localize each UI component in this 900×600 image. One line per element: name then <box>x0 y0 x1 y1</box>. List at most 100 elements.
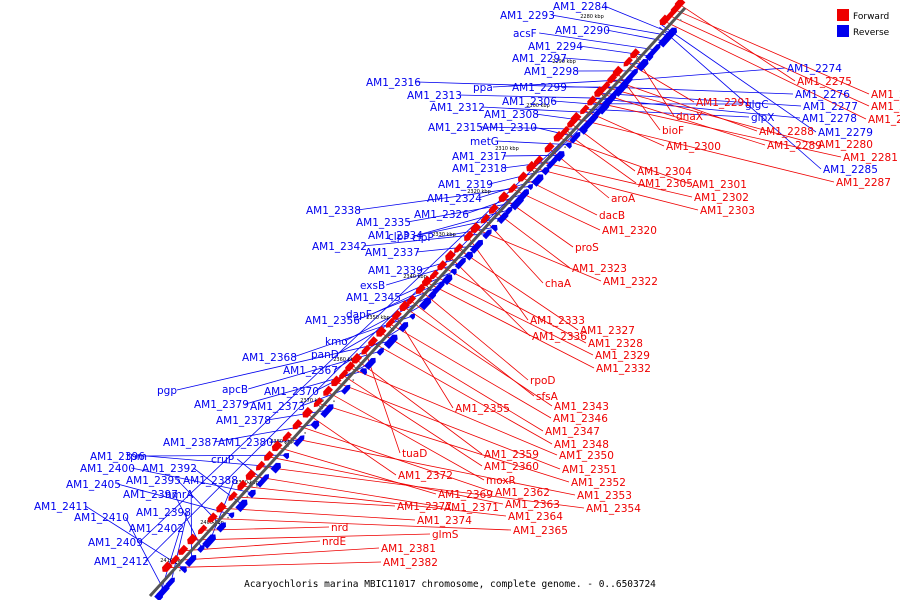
gene-feature-forward <box>399 300 410 311</box>
gene-label-forward: AM1_2305 <box>638 178 693 190</box>
gene-label-reverse-connector <box>176 340 392 391</box>
gene-label-forward: AM1_2332 <box>596 363 651 375</box>
gene-label-forward: AM1_2382 <box>383 557 438 569</box>
gene-label-forward: AM1_2381 <box>381 543 436 555</box>
gene-label-reverse-connector <box>117 483 233 515</box>
gene-feature-forward <box>659 14 671 26</box>
gene-feature-forward <box>392 309 402 320</box>
gene-feature-forward <box>282 431 292 442</box>
gene-feature-reverse <box>663 32 672 41</box>
gene-feature-reverse <box>541 167 550 176</box>
gene-label-reverse: AM1_2396 <box>90 451 145 463</box>
gene-feature-reverse <box>569 131 581 144</box>
gene-label-forward-connector <box>403 306 553 407</box>
gene-label-forward-connector <box>433 275 594 356</box>
gene-feature-forward <box>207 512 218 523</box>
gene-feature-forward <box>464 230 474 241</box>
gene-label-forward-connector <box>537 160 693 198</box>
gene-label-forward: aroA <box>611 193 636 205</box>
gene-label-reverse: AM1_2339 <box>368 265 423 277</box>
gene-label-forward: AM1_2365 <box>513 525 568 537</box>
gene-label-reverse-connector <box>407 201 518 223</box>
gene-label-reverse-connector <box>551 14 669 36</box>
gene-label-reverse: AM1_2306 <box>502 96 557 108</box>
gene-label-forward-connector <box>286 436 576 496</box>
gene-labels: AM1_2284AM1_2293AM1_2290acsFAM1_2294AM1_… <box>34 1 900 569</box>
gene-label-forward: moxR <box>486 475 516 487</box>
gene-label-forward-connector <box>259 466 585 509</box>
gene-feature-reverse <box>310 420 320 430</box>
gene-label-forward: AM1_2329 <box>595 350 650 362</box>
gene-label-forward-connector <box>241 485 507 517</box>
gene-label-forward-connector <box>457 248 579 331</box>
gene-feature-forward <box>488 203 499 214</box>
axis-dot <box>179 569 181 572</box>
gene-feature-forward <box>480 213 491 224</box>
gene-feature-reverse <box>432 281 445 295</box>
gene-label-reverse: AM1_2310 <box>482 122 537 134</box>
gene-label-forward-connector <box>211 518 512 531</box>
gene-label-forward: AM1_2275 <box>797 76 852 88</box>
axis-tick-label: 2310 kbp <box>495 146 519 152</box>
gene-label-forward: AM1_2377 <box>397 501 452 513</box>
gene-label-forward-connector <box>174 547 380 561</box>
gene-label-forward: AM1_2354 <box>586 503 641 515</box>
gene-label-forward: AM1_2352 <box>571 477 626 489</box>
axis-tick-label: 2330 kbp <box>432 232 456 238</box>
gene-label-reverse-connector <box>478 179 539 199</box>
gene-label-reverse: AM1_2315 <box>428 122 483 134</box>
gene-feature-reverse <box>531 174 544 187</box>
gene-feature-forward <box>623 56 633 67</box>
gene-label-forward-connector <box>276 446 437 495</box>
axis-tick-label: 2370 kbp <box>300 398 324 404</box>
gene-feature-reverse <box>636 59 649 72</box>
gene-label-reverse-connector <box>141 454 287 457</box>
gene-label-reverse: ppa <box>473 82 493 94</box>
gene-label-reverse-connector <box>131 467 253 494</box>
gene-label-forward: AM1_2281 <box>843 152 898 164</box>
gene-label-reverse-connector <box>579 45 651 57</box>
gene-label-reverse: AM1_2405 <box>66 479 121 491</box>
gene-label-reverse-connector <box>85 505 185 570</box>
gene-feature-forward <box>594 86 605 97</box>
gene-label-forward-connector <box>611 79 758 132</box>
gene-feature-forward <box>666 10 676 20</box>
gene-label-forward: AM1_2333 <box>530 315 585 327</box>
gene-label-forward: AM1_2289 <box>767 140 822 152</box>
gene-feature-reverse <box>527 184 533 191</box>
gene-feature-forward <box>323 385 333 396</box>
gene-label-forward: AM1_2348 <box>554 439 609 451</box>
axis-tick-label: 2320 kbp <box>467 189 491 195</box>
axis-tick-label: 2350 kbp <box>366 315 390 321</box>
gene-label-forward: AM1_2359 <box>484 449 539 461</box>
gene-feature-forward <box>429 269 439 280</box>
gene-feature-reverse <box>625 70 637 82</box>
gene-label-reverse: AM1_2276 <box>795 89 850 101</box>
gene-feature-reverse <box>546 155 559 170</box>
gene-label-reverse: AM1_2392 <box>142 463 197 475</box>
gene-feature-reverse <box>419 297 432 311</box>
gene-label-reverse: AM1_2308 <box>484 109 539 121</box>
gene-label-reverse: AM1_2285 <box>823 164 878 176</box>
gene-label-forward: AM1_2350 <box>559 450 614 462</box>
gene-feature-forward <box>292 419 303 430</box>
gene-label-reverse-connector <box>584 108 750 118</box>
gene-feature-reverse <box>247 489 256 499</box>
gene-label-forward-connector <box>669 15 870 107</box>
gene-feature-forward <box>162 561 173 572</box>
gene-label-forward-connector <box>467 236 529 321</box>
gene-feature-forward <box>351 352 363 364</box>
gene-label-forward-connector <box>530 166 699 211</box>
gene-label-reverse-connector <box>301 388 347 407</box>
gene-label-reverse: AM1_2388 <box>183 475 238 487</box>
gene-feature-reverse <box>490 224 498 232</box>
legend-forward-label: Forward <box>853 12 889 22</box>
gene-label-forward-connector <box>182 540 321 552</box>
gene-feature-forward <box>302 406 313 418</box>
gene-label-reverse: glgC <box>745 99 769 111</box>
gene-label-forward: AM1_2343 <box>554 401 609 413</box>
gene-label-forward-connector <box>395 315 454 409</box>
gene-label-forward: AM1_2360 <box>484 461 539 473</box>
gene-label-reverse: AM1_2400 <box>80 463 135 475</box>
gene-feature-reverse <box>256 474 269 488</box>
